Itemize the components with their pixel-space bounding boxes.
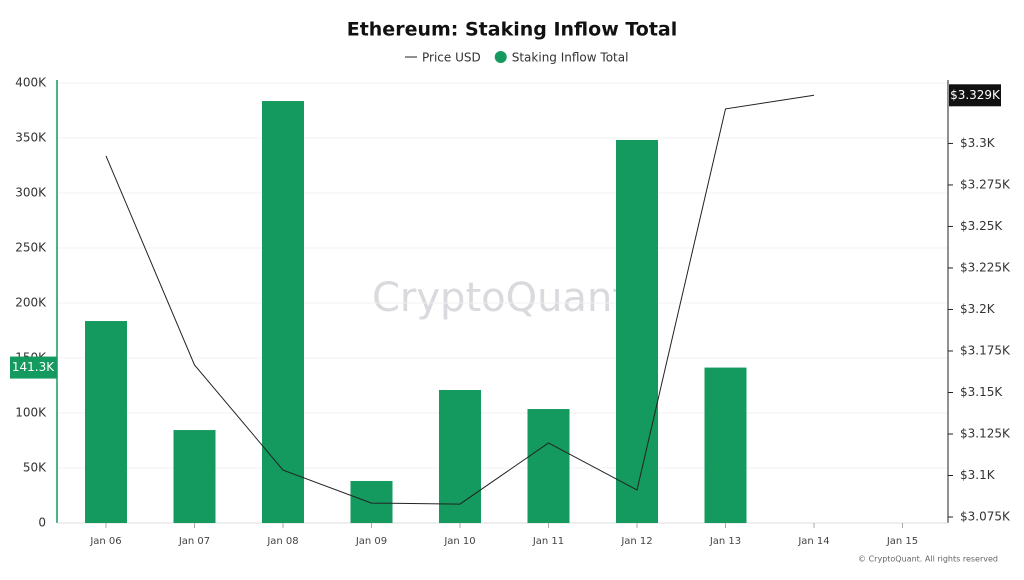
y2-tick-label: $3.125K (960, 427, 1011, 441)
value-label: $3.329K (950, 88, 1001, 102)
y2-tick-label: $3.175K (960, 343, 1011, 357)
x-tick-label: Jan 12 (620, 536, 652, 547)
x-tick-label: Jan 10 (443, 536, 475, 547)
bar (262, 101, 304, 523)
x-tick-label: Jan 13 (709, 536, 741, 547)
x-tick-label: Jan 15 (886, 536, 918, 547)
bar (616, 139, 658, 524)
x-tick-label: Jan 07 (178, 536, 210, 547)
y2-tick-label: $3.2K (960, 302, 996, 316)
y2-tick-label: $3.225K (960, 260, 1011, 274)
y-tick-label: 100K (15, 406, 47, 420)
y-tick-label: 350K (15, 131, 47, 145)
legend-label: Staking Inflow Total (512, 51, 629, 65)
y-tick-label: 0 (38, 516, 46, 530)
y2-tick-label: $3.275K (960, 177, 1011, 191)
y-tick-label: 400K (15, 76, 47, 90)
value-label-bg (10, 356, 57, 379)
bar (704, 367, 747, 523)
bar (439, 390, 481, 523)
y-tick-label: 300K (15, 186, 47, 200)
x-tick-label: Jan 14 (797, 536, 829, 547)
x-tick-label: Jan 11 (532, 536, 564, 547)
price-line (105, 94, 815, 505)
y2-tick-label: $3.3K (960, 136, 996, 150)
legend-swatch (494, 51, 507, 63)
y2-tick-label: $3.1K (960, 468, 996, 482)
bar (527, 409, 570, 523)
y2-tick-label: $3.075K (960, 510, 1011, 524)
bar (85, 321, 127, 523)
x-tick-label: Jan 06 (89, 536, 121, 547)
y-tick-label: 50K (23, 461, 47, 475)
y2-tick-label: $3.15K (960, 385, 1003, 399)
footer: © CryptoQuant. All rights reserved (858, 555, 998, 564)
chart-title: Ethereum: Staking Inflow Total (347, 19, 678, 41)
value-label: 141.3K (12, 360, 55, 374)
x-tick-label: Jan 08 (266, 536, 298, 547)
watermark: CryptoQuant (372, 275, 628, 321)
value-label-bg (949, 84, 1001, 107)
legend-label: Price USD (422, 51, 481, 65)
y2-tick-label: $3.25K (960, 219, 1003, 233)
y-tick-label: 200K (15, 296, 47, 310)
x-tick-label: Jan 09 (355, 536, 387, 547)
bar (350, 480, 393, 523)
bar (173, 430, 216, 523)
y-tick-label: 250K (15, 241, 47, 255)
